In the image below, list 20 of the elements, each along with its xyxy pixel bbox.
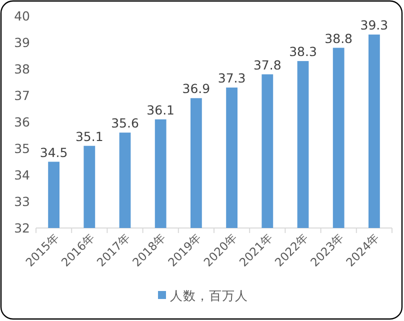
y-tick-label: 32 bbox=[14, 220, 30, 236]
y-tick-label: 33 bbox=[14, 194, 30, 209]
y-tick-label: 34 bbox=[14, 168, 30, 182]
data-label: 39.3 bbox=[360, 18, 388, 33]
data-label: 37.3 bbox=[218, 70, 246, 86]
y-tick-label: 35 bbox=[14, 141, 30, 156]
y-tick-label: 38 bbox=[14, 62, 30, 76]
data-label: 38.8 bbox=[324, 30, 353, 46]
y-tick-label: 39 bbox=[14, 35, 30, 50]
data-label: 37.8 bbox=[253, 57, 282, 72]
y-tick-label: 40 bbox=[14, 8, 30, 24]
data-label: 34.5 bbox=[40, 144, 68, 160]
data-label: 36.9 bbox=[182, 81, 210, 96]
data-label: 36.1 bbox=[146, 102, 175, 118]
data-label: 38.3 bbox=[289, 44, 317, 60]
data-label: 35.6 bbox=[111, 116, 139, 131]
y-tick-label: 37 bbox=[14, 88, 30, 103]
data-label: 35.1 bbox=[75, 128, 104, 144]
legend-label: 人数，百万人 bbox=[170, 288, 248, 303]
y-tick-label: 36 bbox=[14, 114, 30, 130]
